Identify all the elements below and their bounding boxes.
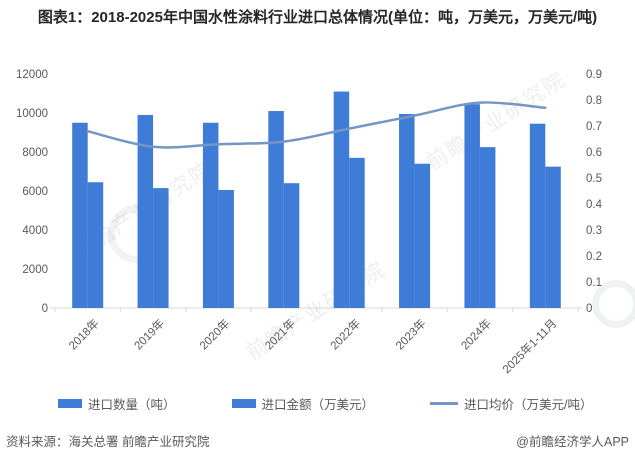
svg-text:0.2: 0.2 — [586, 251, 602, 263]
bar-swatch-icon — [58, 399, 82, 408]
chart-legend: 进口数量（吨） 进口金额（万美元） 进口均价（万美元/吨） — [58, 394, 593, 413]
svg-text:2021年: 2021年 — [262, 316, 298, 352]
bar-swatch-icon — [231, 399, 256, 408]
import-trend-chart: 0 2000 4000 6000 8000 10000 12000 0 0.1 0.2 0.3 0.4… — [16, 69, 603, 376]
svg-text:0: 0 — [42, 303, 48, 315]
svg-text:0.9: 0.9 — [586, 69, 602, 81]
chart-title: 图表1：2018-2025年中国水性涂料行业进口总体情况(单位：吨，万美元，万美… — [37, 9, 598, 26]
source-text: 资料来源：海关总署 前瞻产业研究院 — [6, 435, 210, 449]
svg-text:0.5: 0.5 — [586, 173, 602, 185]
svg-text:2000: 2000 — [22, 264, 48, 276]
svg-text:2022年: 2022年 — [327, 316, 363, 352]
credit-text: @前瞻经济学人APP — [516, 435, 629, 449]
chart-footer: 资料来源：海关总署 前瞻产业研究院 @前瞻经济学人APP — [6, 431, 629, 450]
legend-item-import-volume: 进口数量（吨） — [58, 394, 176, 413]
legend-label: 进口数量（吨） — [88, 398, 176, 412]
legend-item-average-price: 进口均价（万美元/吨） — [430, 394, 593, 413]
svg-text:8000: 8000 — [22, 147, 48, 159]
legend-item-import-value: 进口金额（万美元） — [231, 394, 375, 413]
svg-text:2024年: 2024年 — [458, 316, 494, 352]
svg-text:2023年: 2023年 — [393, 316, 429, 352]
svg-text:0.1: 0.1 — [586, 277, 602, 289]
line-swatch-icon — [430, 402, 459, 405]
svg-text:2020年: 2020年 — [196, 316, 232, 352]
svg-text:0: 0 — [586, 303, 592, 315]
legend-label: 进口均价（万美元/吨） — [464, 398, 593, 412]
svg-text:10000: 10000 — [16, 108, 48, 120]
svg-text:4000: 4000 — [22, 225, 48, 237]
legend-label: 进口金额（万美元） — [261, 398, 375, 412]
svg-text:0.6: 0.6 — [586, 147, 602, 159]
svg-text:0.7: 0.7 — [586, 121, 602, 133]
svg-text:2025年1-11月: 2025年1-11月 — [500, 316, 560, 376]
svg-text:12000: 12000 — [16, 69, 48, 81]
svg-text:0.3: 0.3 — [586, 225, 602, 237]
svg-text:0.4: 0.4 — [586, 199, 603, 211]
svg-text:2019年: 2019年 — [131, 316, 167, 352]
svg-text:6000: 6000 — [22, 186, 48, 198]
svg-text:0.8: 0.8 — [586, 95, 602, 107]
svg-text:2018年: 2018年 — [66, 316, 102, 352]
